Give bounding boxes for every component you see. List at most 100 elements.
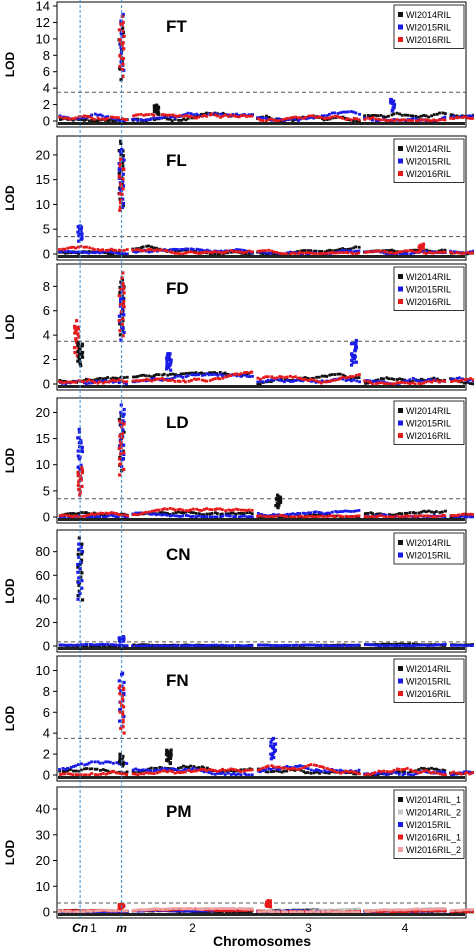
lod-point bbox=[385, 515, 388, 519]
lod-point bbox=[114, 379, 118, 383]
lod-point bbox=[117, 381, 121, 385]
lod-point bbox=[162, 378, 166, 382]
legend-label: WI2014RIL bbox=[406, 538, 451, 548]
lod-peak-point bbox=[121, 26, 125, 30]
lod-point bbox=[325, 251, 329, 255]
lod-peak-point bbox=[273, 742, 278, 746]
lod-point bbox=[85, 513, 89, 517]
lod-point bbox=[463, 770, 466, 774]
lod-point bbox=[346, 907, 350, 911]
lod-point bbox=[312, 378, 316, 382]
lod-point bbox=[213, 515, 217, 519]
lod-peak-point bbox=[118, 290, 122, 295]
lod-peak-point bbox=[120, 322, 124, 327]
lod-point bbox=[205, 114, 209, 118]
lod-peak-point bbox=[120, 694, 124, 698]
lod-point bbox=[155, 116, 159, 120]
lod-point bbox=[206, 372, 209, 376]
lod-point bbox=[197, 373, 200, 377]
lod-point bbox=[202, 768, 206, 771]
lod-point bbox=[125, 382, 128, 386]
lod-peak-point bbox=[119, 338, 123, 342]
lod-point bbox=[221, 769, 224, 773]
lod-peak-point bbox=[72, 346, 77, 350]
lod-point bbox=[184, 907, 188, 911]
lod-point bbox=[328, 644, 332, 648]
lod-point bbox=[134, 767, 138, 771]
lod-point bbox=[182, 114, 186, 118]
lod-point bbox=[85, 251, 89, 255]
lod-point bbox=[390, 382, 394, 386]
y-tick-label: 2 bbox=[43, 352, 50, 367]
lod-point bbox=[331, 768, 335, 772]
lod-peak-point bbox=[117, 166, 122, 171]
lod-point bbox=[168, 113, 172, 117]
lod-point bbox=[112, 770, 116, 774]
lod-point bbox=[409, 252, 413, 256]
lod-point bbox=[259, 767, 262, 771]
lod-point bbox=[88, 513, 92, 517]
lod-point bbox=[152, 512, 156, 516]
lod-point bbox=[117, 771, 121, 775]
lod-point bbox=[432, 515, 436, 518]
lod-point bbox=[192, 765, 196, 768]
lod-point bbox=[165, 249, 169, 253]
lod-point bbox=[312, 643, 316, 647]
lod-point bbox=[385, 376, 389, 380]
lod-point bbox=[134, 908, 137, 912]
lod-point bbox=[237, 115, 241, 119]
lod-point bbox=[307, 249, 310, 253]
lod-point bbox=[190, 379, 193, 382]
legend-label: WI2015RIL bbox=[406, 419, 451, 429]
lod-point bbox=[223, 773, 227, 776]
lod-point bbox=[285, 512, 289, 516]
lod-point bbox=[197, 115, 201, 119]
lod-point bbox=[379, 118, 383, 122]
lod-peak-point bbox=[77, 465, 81, 469]
lod-point bbox=[352, 509, 356, 513]
lod-point bbox=[106, 909, 110, 912]
lod-point bbox=[192, 907, 195, 911]
lod-point bbox=[401, 770, 405, 774]
lod-point bbox=[58, 250, 62, 254]
lod-point bbox=[139, 374, 143, 377]
lod-point bbox=[184, 380, 187, 384]
y-tick-label: 8 bbox=[43, 279, 50, 294]
lod-point bbox=[425, 250, 429, 254]
lod-point bbox=[264, 251, 268, 255]
lod-point bbox=[107, 250, 111, 254]
lod-point bbox=[291, 379, 295, 383]
lod-point bbox=[419, 114, 423, 118]
lod-point bbox=[96, 116, 100, 120]
legend-swatch bbox=[398, 420, 403, 426]
lod-point bbox=[184, 509, 188, 513]
lod-point bbox=[69, 512, 72, 515]
lod-peak-point bbox=[80, 342, 84, 346]
lod-point bbox=[371, 116, 375, 120]
lod-point bbox=[257, 512, 260, 515]
lod-point bbox=[352, 246, 356, 250]
lod-peak-point bbox=[121, 720, 125, 724]
lod-point bbox=[384, 250, 388, 254]
lod-point bbox=[412, 769, 415, 773]
lod-point bbox=[338, 644, 342, 648]
lod-point bbox=[226, 249, 230, 253]
lod-point bbox=[93, 909, 97, 913]
lod-point bbox=[344, 644, 348, 647]
lod-point bbox=[395, 771, 398, 775]
lod-point bbox=[341, 247, 345, 250]
lod-point bbox=[150, 112, 154, 116]
lod-point bbox=[213, 769, 217, 772]
lod-point bbox=[107, 771, 111, 775]
lod-point bbox=[210, 371, 214, 375]
lod-point bbox=[235, 248, 239, 251]
lod-peak-point bbox=[76, 325, 80, 329]
lod-point bbox=[232, 515, 236, 519]
lod-point bbox=[295, 643, 299, 647]
lod-peak-point bbox=[117, 457, 122, 461]
lod-peak-point bbox=[117, 319, 121, 323]
lod-point bbox=[432, 376, 436, 380]
lod-point bbox=[152, 378, 156, 382]
lod-point bbox=[259, 251, 263, 255]
lod-peak-point bbox=[119, 445, 123, 449]
